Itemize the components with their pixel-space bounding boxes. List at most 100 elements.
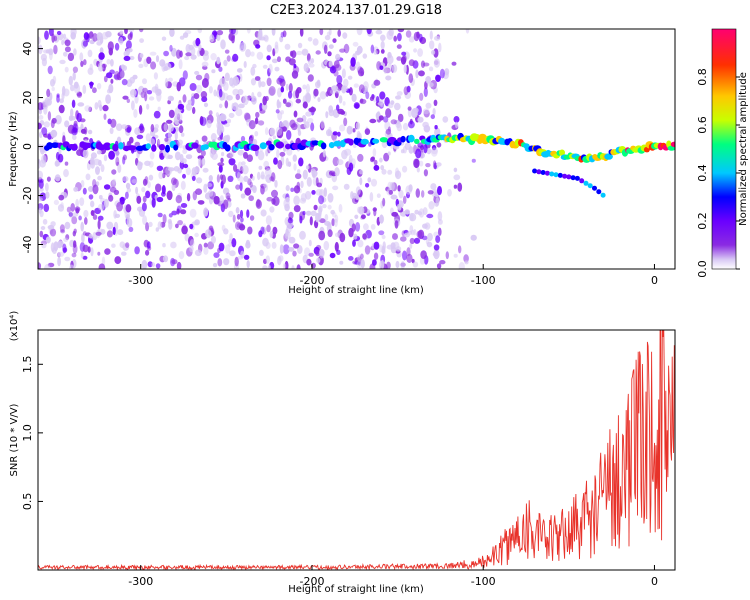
spectrogram-cell — [445, 251, 449, 260]
spectrogram-cell — [97, 175, 102, 181]
spectrogram-cell — [266, 55, 271, 61]
spectrogram-cell — [248, 120, 256, 130]
spectrogram-cell — [352, 239, 356, 247]
spectrogram-cell — [211, 69, 216, 74]
spectrogram-cell — [251, 175, 255, 181]
spectrogram-cell — [278, 255, 284, 262]
spectrogram-cell — [408, 36, 415, 43]
spectrogram-cell — [141, 202, 147, 212]
spectrogram-cell — [70, 108, 74, 118]
spectrogram-cell — [274, 180, 278, 188]
spectrogram-cell — [200, 150, 206, 157]
y-tick-label: 40 — [21, 42, 34, 56]
x-tick-label: -100 — [471, 274, 496, 287]
snr-y-label: SNR (10 * V/V) — [9, 403, 20, 476]
spectrogram-cell — [387, 169, 393, 175]
spectrogram-cell — [201, 61, 209, 68]
spectrogram-cell — [430, 183, 437, 190]
spectrogram-cell — [408, 59, 415, 67]
spectrogram-cell — [458, 245, 462, 254]
spectrogram-cell — [325, 111, 329, 119]
spectrogram-cell — [139, 38, 145, 43]
spectrogram-cell — [392, 233, 398, 240]
spectrogram-cell — [559, 149, 565, 156]
spectrogram-cell — [453, 116, 460, 123]
spectrogram-cell — [402, 122, 409, 131]
spectrogram-cell — [260, 185, 265, 195]
spectrogram-cell — [148, 96, 155, 101]
spectrogram-cell — [265, 255, 270, 264]
spectrogram-cell — [153, 110, 161, 119]
spectrogram-cell — [101, 31, 109, 40]
spectrogram-cell — [402, 250, 407, 261]
spectrogram-cell — [308, 107, 314, 112]
spectrogram-cell — [266, 196, 274, 202]
spectrogram-cell — [163, 50, 170, 57]
spectrogram-cell — [77, 102, 85, 107]
spectrogram-cell — [425, 163, 431, 168]
spectrogram-cell — [223, 199, 229, 210]
spectrogram-cell — [305, 93, 311, 103]
spectrogram-cell — [90, 247, 94, 257]
spectrogram-cell — [151, 144, 157, 152]
spectrogram-cell — [73, 240, 77, 248]
spectrogram-cell — [395, 170, 402, 180]
spectrogram-cell — [82, 149, 89, 159]
spectrogram-cell — [72, 243, 78, 254]
spectrogram-cell — [57, 241, 62, 249]
spectrogram-cell — [142, 215, 148, 226]
spectrogram-cell — [173, 144, 179, 151]
spectrogram-cell — [125, 214, 130, 220]
spectrogram-cell — [169, 44, 173, 52]
spectrogram-cell — [416, 167, 420, 173]
spectrogram-cell — [125, 242, 130, 249]
spectrogram-cell — [97, 219, 101, 230]
spectrogram-cell — [285, 185, 290, 192]
spectrogram-cell — [197, 157, 202, 167]
spectrogram-cell — [221, 174, 227, 185]
spectrogram-cell — [397, 205, 402, 211]
spectrogram-cell — [307, 74, 314, 82]
spectrogram-cell — [146, 241, 151, 249]
x-tick-label: -100 — [471, 575, 496, 588]
spectrogram-cell — [278, 101, 282, 108]
spectrogram-cell — [146, 103, 150, 110]
x-tick-label: 0 — [651, 575, 658, 588]
spectrogram-cell — [146, 56, 152, 64]
spectrogram-cell — [142, 178, 148, 186]
spectrogram-cell — [413, 237, 421, 244]
spectrogram-cell — [410, 229, 415, 236]
spectrogram-cell — [106, 58, 111, 65]
spectrogram-cell — [275, 141, 285, 149]
spectrogram-cell — [133, 108, 138, 118]
spectrogram-cell — [66, 206, 72, 213]
spectrogram-cell — [192, 191, 197, 201]
spectrogram-cell — [148, 221, 153, 228]
spectrogram-cell — [63, 51, 68, 57]
spectrogram-cell — [264, 35, 269, 43]
spectrogram-cell — [171, 210, 178, 216]
spectrogram-cell — [416, 230, 423, 239]
spectrogram-cell — [336, 74, 343, 85]
spectrogram-cell — [110, 78, 114, 84]
spectrogram-cell — [88, 194, 94, 200]
spectrogram-cell — [263, 160, 270, 168]
spectrogram-cell — [422, 108, 430, 115]
spectrogram-cell — [315, 212, 320, 223]
spectrogram-cell — [134, 127, 141, 135]
spectrogram-cell — [41, 242, 47, 249]
spectrogram-cell — [147, 181, 151, 189]
spectrogram-cell — [258, 79, 262, 88]
spectrogram-cell — [302, 84, 307, 90]
spectrogram-cell — [114, 42, 120, 51]
spectrogram-cell — [59, 98, 64, 104]
spectrogram-cell — [80, 221, 84, 232]
spectrogram-cell — [43, 203, 50, 213]
spectrogram-cell — [177, 220, 184, 226]
spectrogram-cell — [243, 254, 250, 260]
spectrogram-cell — [123, 55, 131, 62]
spectrogram-cell — [453, 253, 458, 258]
spectrogram-cell — [200, 91, 208, 99]
spectrogram-cell — [386, 30, 394, 40]
spectrogram-cell — [235, 207, 240, 214]
